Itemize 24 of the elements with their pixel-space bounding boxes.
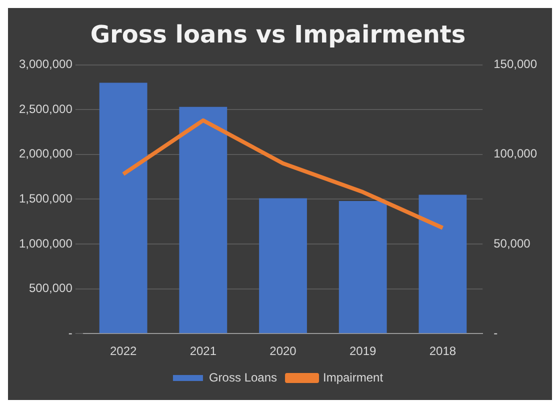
x-tick-label: 2018 (429, 344, 456, 358)
y2-tick-label: 100,000 (494, 146, 538, 161)
legend-label: Impairment (323, 370, 384, 384)
x-tick-label: 2021 (190, 344, 217, 358)
x-tick-label: 2020 (270, 344, 297, 358)
chart-title: Gross loans vs Impairments (90, 20, 466, 49)
y-tick-label: 2,500,000 (18, 102, 73, 116)
y-tick-label: 3,000,000 (18, 57, 73, 72)
x-tick-label: 2019 (350, 344, 377, 358)
bar (99, 82, 148, 334)
bar (418, 194, 467, 334)
legend-label: Gross Loans (208, 370, 278, 384)
bar (179, 106, 228, 334)
y-tick-label: 1,000,000 (18, 236, 73, 250)
x-tick-label: 2022 (110, 344, 137, 358)
bar (338, 200, 387, 334)
y2-tick-label: 50,000 (494, 236, 531, 250)
y-tick-label: - (68, 326, 72, 340)
y2-tick-label: - (494, 326, 498, 340)
y-tick-label: 500,000 (28, 281, 73, 296)
y-tick-label: 1,500,000 (18, 192, 73, 206)
y2-tick-label: 150,000 (494, 57, 538, 72)
bar (259, 198, 307, 334)
y-tick-label: 2,000,000 (18, 146, 73, 161)
